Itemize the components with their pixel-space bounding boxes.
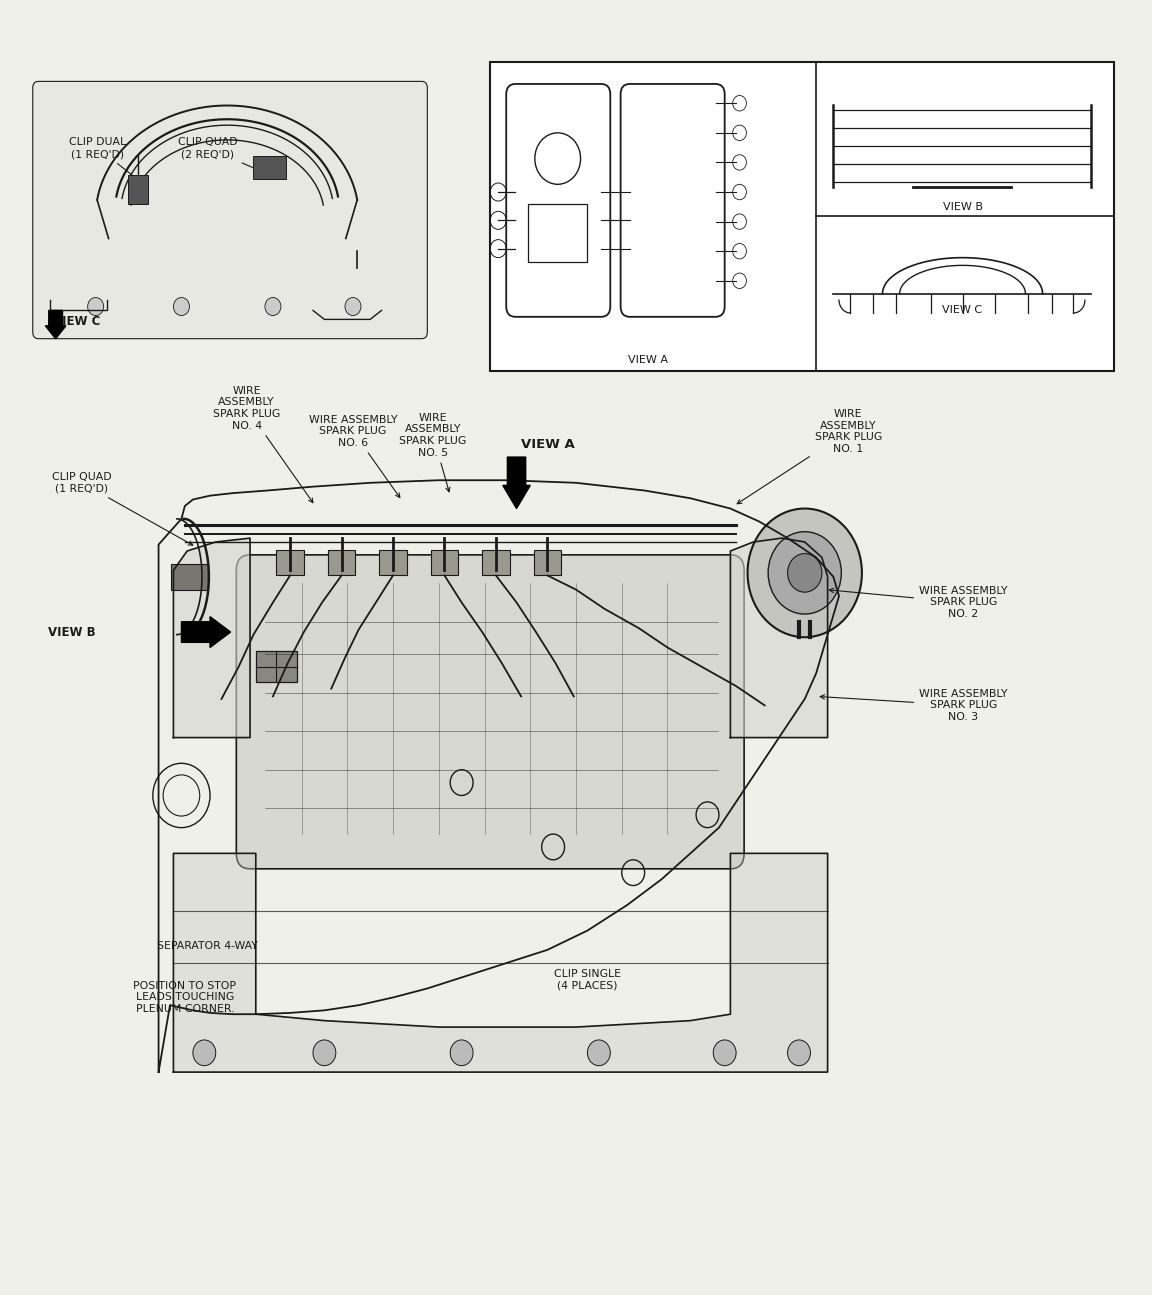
Bar [256, 651, 297, 682]
Bar [276, 549, 304, 575]
Circle shape [88, 298, 104, 316]
Circle shape [344, 298, 361, 316]
Text: VIEW C: VIEW C [942, 304, 983, 315]
Text: VIEW A: VIEW A [628, 355, 668, 365]
Circle shape [713, 1040, 736, 1066]
Bar [491, 62, 1114, 370]
Bar [533, 549, 561, 575]
Circle shape [174, 298, 189, 316]
Circle shape [313, 1040, 336, 1066]
FancyArrow shape [181, 616, 230, 648]
Bar [379, 549, 407, 575]
FancyArrow shape [502, 457, 530, 509]
Text: CLIP SINGLE
(4 PLACES): CLIP SINGLE (4 PLACES) [554, 969, 621, 991]
Bar [431, 549, 458, 575]
FancyBboxPatch shape [236, 554, 744, 869]
Text: CLIP DUAL
(1 REQ'D): CLIP DUAL (1 REQ'D) [69, 137, 144, 184]
Text: VIEW B: VIEW B [942, 202, 983, 212]
Bar [172, 563, 207, 589]
FancyArrow shape [45, 311, 66, 339]
Bar [528, 203, 588, 262]
Text: VIEW A: VIEW A [521, 438, 575, 451]
Text: SEPARATOR 4-WAY: SEPARATOR 4-WAY [158, 941, 258, 951]
Text: WIRE ASSEMBLY
SPARK PLUG
NO. 2: WIRE ASSEMBLY SPARK PLUG NO. 2 [829, 585, 1008, 619]
Bar [128, 175, 149, 203]
Text: WIRE
ASSEMBLY
SPARK PLUG
NO. 5: WIRE ASSEMBLY SPARK PLUG NO. 5 [400, 413, 467, 492]
Polygon shape [174, 539, 250, 738]
Text: WIRE ASSEMBLY
SPARK PLUG
NO. 3: WIRE ASSEMBLY SPARK PLUG NO. 3 [820, 689, 1008, 723]
Circle shape [788, 553, 821, 592]
Bar [483, 549, 509, 575]
Text: CLIP QUAD
(2 REQ'D): CLIP QUAD (2 REQ'D) [177, 137, 262, 171]
Circle shape [588, 1040, 611, 1066]
Circle shape [450, 1040, 473, 1066]
Circle shape [748, 509, 862, 637]
Text: WIRE ASSEMBLY
SPARK PLUG
NO. 6: WIRE ASSEMBLY SPARK PLUG NO. 6 [309, 414, 400, 497]
Circle shape [192, 1040, 215, 1066]
Text: CLIP QUAD
(1 REQ'D): CLIP QUAD (1 REQ'D) [52, 471, 192, 545]
Polygon shape [730, 539, 827, 738]
Text: WIRE
ASSEMBLY
SPARK PLUG
NO. 4: WIRE ASSEMBLY SPARK PLUG NO. 4 [213, 386, 313, 502]
Bar [328, 549, 355, 575]
Text: VIEW C: VIEW C [53, 316, 100, 329]
Text: POSITION TO STOP
LEADS TOUCHING
PLENUM CORNER.: POSITION TO STOP LEADS TOUCHING PLENUM C… [134, 980, 236, 1014]
Circle shape [768, 532, 841, 614]
FancyBboxPatch shape [32, 82, 427, 339]
Text: WIRE
ASSEMBLY
SPARK PLUG
NO. 1: WIRE ASSEMBLY SPARK PLUG NO. 1 [737, 409, 881, 504]
Polygon shape [174, 853, 827, 1072]
Text: VIEW B: VIEW B [47, 625, 96, 638]
Bar [253, 155, 286, 179]
Circle shape [265, 298, 281, 316]
Circle shape [788, 1040, 811, 1066]
